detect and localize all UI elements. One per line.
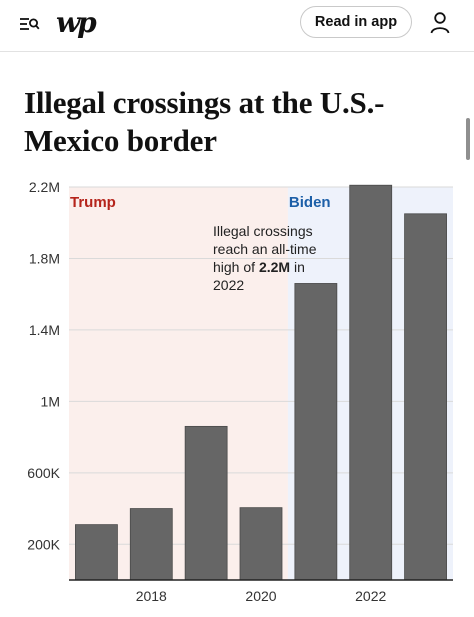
y-tick-label: 200K bbox=[27, 536, 60, 552]
axes: 200K 600K 1M 1.4M 1.8M 2.2M 2018 2020 2022 bbox=[27, 179, 453, 604]
y-tick-label: 600K bbox=[27, 465, 60, 481]
bars bbox=[75, 184, 447, 581]
top-app-bar: wp Read in app bbox=[0, 0, 474, 52]
annotation-line: Illegal crossings bbox=[213, 223, 313, 239]
chart-svg: 200K 600K 1M 1.4M 1.8M 2.2M 2018 2020 2022 Trump… bbox=[27, 179, 453, 604]
annotation-callout: Illegal crossings reach an all-time high o… bbox=[213, 223, 317, 293]
bar-2023 bbox=[404, 213, 447, 581]
bar-2020 bbox=[239, 507, 283, 581]
x-tick-label: 2020 bbox=[245, 588, 276, 604]
scrollbar-thumb[interactable] bbox=[466, 118, 470, 160]
bar-2017 bbox=[75, 524, 118, 581]
article-headline: Illegal crossings at the U.S.-Mexico bor… bbox=[24, 85, 385, 158]
read-in-app-button[interactable]: Read in app bbox=[300, 6, 412, 38]
period-label-trump: Trump bbox=[70, 194, 116, 211]
y-tick-label: 1M bbox=[41, 393, 60, 409]
bar-2018 bbox=[129, 508, 173, 581]
wp-logo[interactable]: wp bbox=[56, 6, 97, 39]
labels: Trump Biden Illegal crossings reach an all-… bbox=[70, 194, 331, 293]
bar-chart: 200K 600K 1M 1.4M 1.8M 2.2M 2018 2020 2022 Trump… bbox=[0, 170, 474, 617]
annotation-line: 2022 bbox=[213, 277, 244, 293]
x-tick-label: 2022 bbox=[355, 588, 386, 604]
annotation-line: reach an all-time bbox=[213, 241, 317, 257]
y-tick-label: 1.8M bbox=[29, 250, 60, 266]
menu-search-icon[interactable] bbox=[16, 12, 42, 36]
y-tick-label: 1.4M bbox=[29, 322, 60, 338]
period-label-biden: Biden bbox=[289, 194, 331, 211]
bar-2022 bbox=[349, 184, 393, 581]
y-tick-label: 2.2M bbox=[29, 179, 60, 195]
bar-2019 bbox=[184, 425, 228, 581]
annotation-line: high of 2.2M in bbox=[213, 259, 305, 275]
x-tick-label: 2018 bbox=[136, 588, 167, 604]
bar-2021 bbox=[294, 283, 338, 581]
user-icon[interactable] bbox=[428, 10, 452, 36]
